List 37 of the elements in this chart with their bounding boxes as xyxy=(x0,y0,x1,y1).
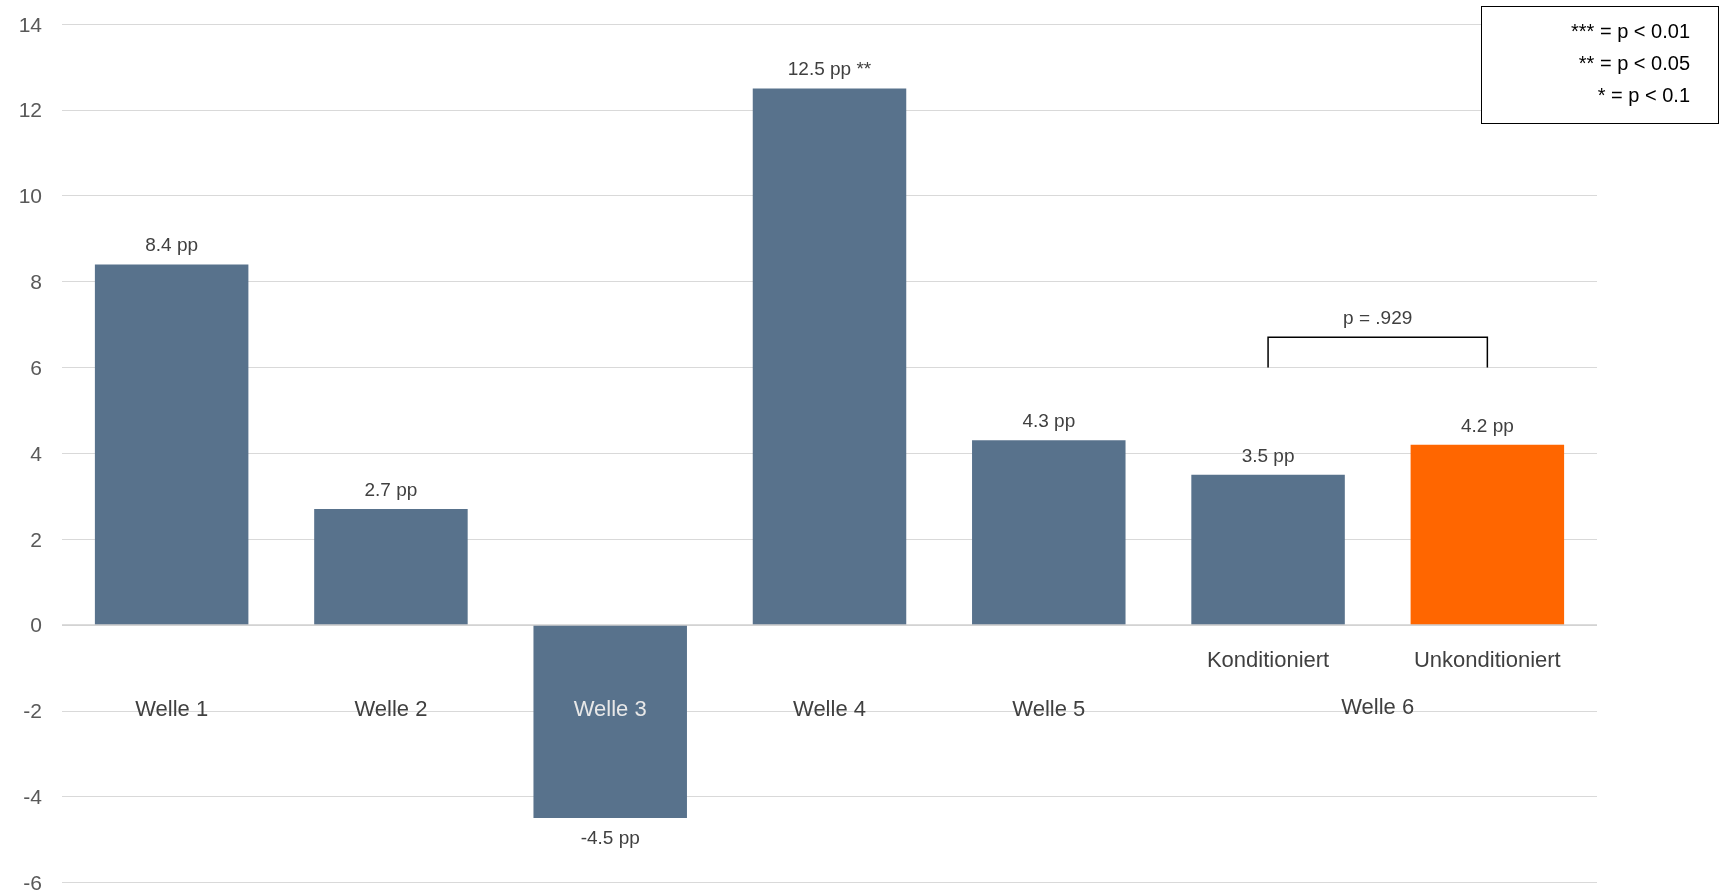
bar xyxy=(314,509,468,625)
y-tick-label: -6 xyxy=(23,871,42,893)
bar xyxy=(1191,474,1345,625)
data-label: -4.5 pp xyxy=(580,827,640,849)
x-tick-label: Welle 1 xyxy=(135,696,209,722)
bar xyxy=(972,440,1126,625)
y-tick-label: 2 xyxy=(30,527,42,551)
annotation: ** = p < 0.05 xyxy=(1577,51,1690,76)
x-tick-label: Welle 5 xyxy=(1012,696,1086,722)
annotation: *** = p < 0.01 xyxy=(1570,19,1690,44)
x-tick-label: Unkonditioniert xyxy=(1413,646,1561,672)
data-label: 4.3 pp xyxy=(1022,410,1076,432)
y-tick-label: 4 xyxy=(30,441,43,465)
data-label: 2.7 pp xyxy=(364,479,418,501)
annotation: Welle 6 xyxy=(1341,694,1415,720)
y-tick-label: 8 xyxy=(30,270,42,294)
y-tick-label: 10 xyxy=(18,184,42,208)
y-tick-label: -4 xyxy=(23,785,43,809)
y-tick-label: 6 xyxy=(30,355,42,379)
x-tick-label: Welle 4 xyxy=(793,696,866,722)
bar xyxy=(1410,444,1565,625)
x-tick-label: Welle 2 xyxy=(354,696,428,722)
annotation: p = .929 xyxy=(1343,307,1413,329)
y-tick-label: -2 xyxy=(23,699,42,723)
bar xyxy=(533,624,687,819)
data-label: 8.4 pp xyxy=(145,234,199,256)
bar xyxy=(752,88,907,625)
significance-key: *** = p < 0.01 ** = p < 0.05 * = p < 0.1 xyxy=(1481,6,1719,124)
y-tick-label: 0 xyxy=(30,613,42,637)
data-label: 3.5 pp xyxy=(1241,444,1295,466)
data-label: 4.2 pp xyxy=(1460,414,1514,436)
x-tick-label: Welle 3 xyxy=(573,696,647,722)
y-tick-label: 14 xyxy=(18,12,43,36)
data-label: 12.5 pp ** xyxy=(787,58,872,80)
bar xyxy=(94,264,249,625)
y-tick-label: 12 xyxy=(18,98,42,122)
x-tick-label: Konditioniert xyxy=(1206,646,1330,672)
